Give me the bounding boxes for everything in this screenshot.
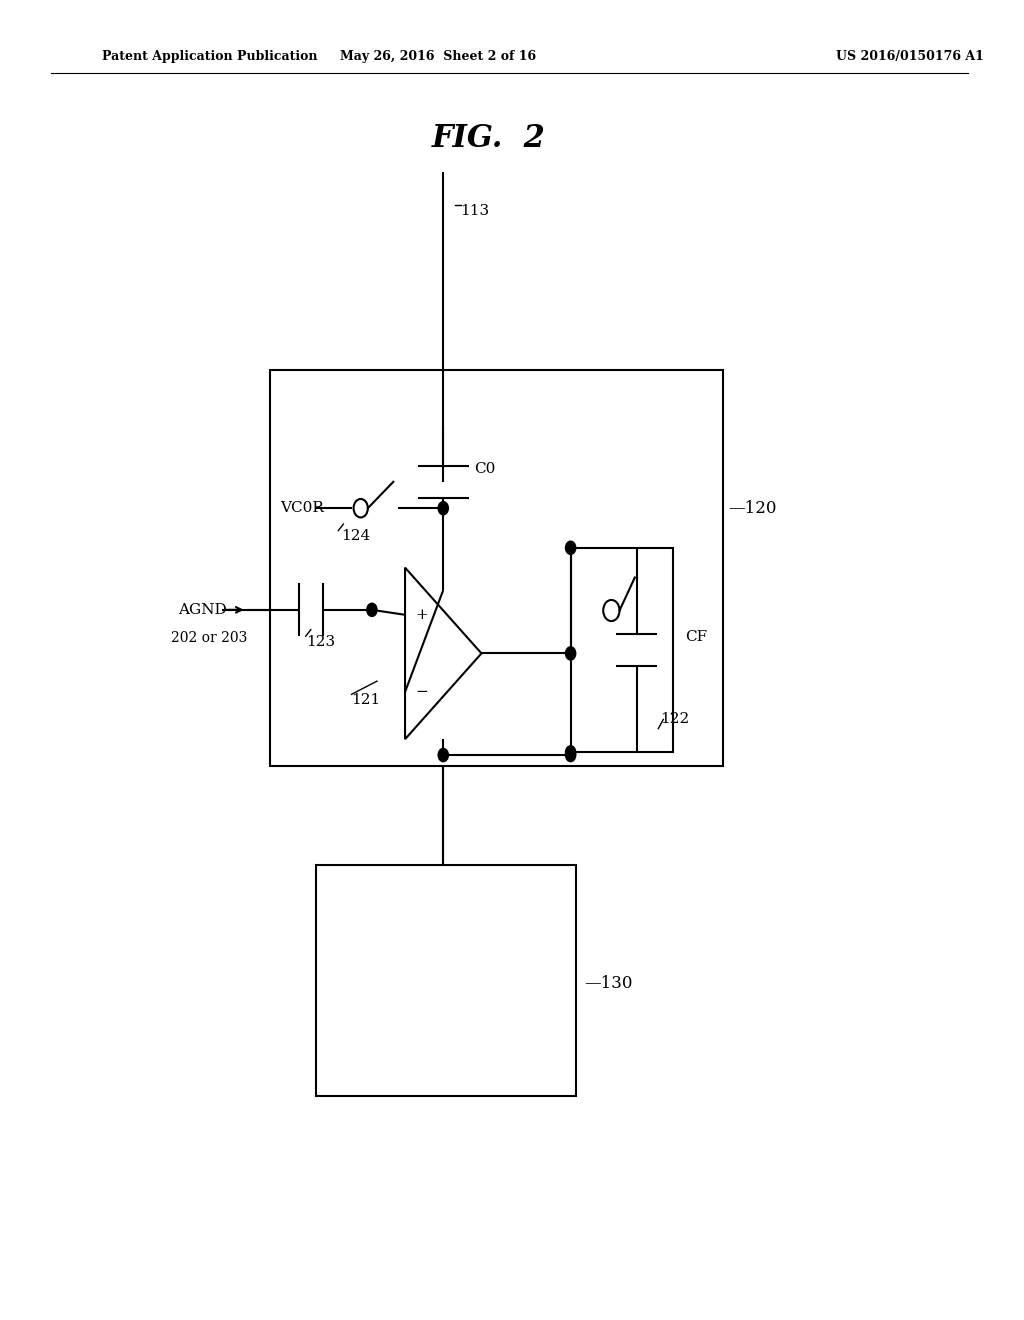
FancyBboxPatch shape: [315, 865, 575, 1096]
Circle shape: [438, 748, 449, 762]
Text: Patent Application Publication: Patent Application Publication: [102, 50, 317, 63]
Text: 122: 122: [660, 713, 689, 726]
Text: —130: —130: [584, 975, 633, 991]
Circle shape: [565, 748, 575, 762]
Circle shape: [565, 541, 575, 554]
Circle shape: [565, 647, 575, 660]
Text: 113: 113: [461, 205, 489, 218]
Circle shape: [565, 746, 575, 759]
Text: US 2016/0150176 A1: US 2016/0150176 A1: [836, 50, 983, 63]
Text: 124: 124: [341, 529, 371, 543]
Text: −: −: [415, 685, 428, 700]
Circle shape: [438, 502, 449, 515]
Text: +: +: [415, 607, 428, 622]
FancyBboxPatch shape: [270, 370, 724, 766]
Text: 202 or 203: 202 or 203: [171, 631, 248, 644]
Text: VC0R: VC0R: [281, 502, 324, 515]
Text: AGND: AGND: [178, 603, 227, 616]
Circle shape: [367, 603, 377, 616]
Text: FIG.  2: FIG. 2: [432, 123, 546, 154]
Text: 123: 123: [306, 635, 335, 648]
FancyBboxPatch shape: [570, 548, 673, 752]
Text: May 26, 2016  Sheet 2 of 16: May 26, 2016 Sheet 2 of 16: [340, 50, 537, 63]
Text: C0: C0: [474, 462, 496, 475]
Text: CF: CF: [685, 630, 707, 644]
Text: —120: —120: [728, 500, 777, 516]
Text: 121: 121: [351, 693, 381, 706]
